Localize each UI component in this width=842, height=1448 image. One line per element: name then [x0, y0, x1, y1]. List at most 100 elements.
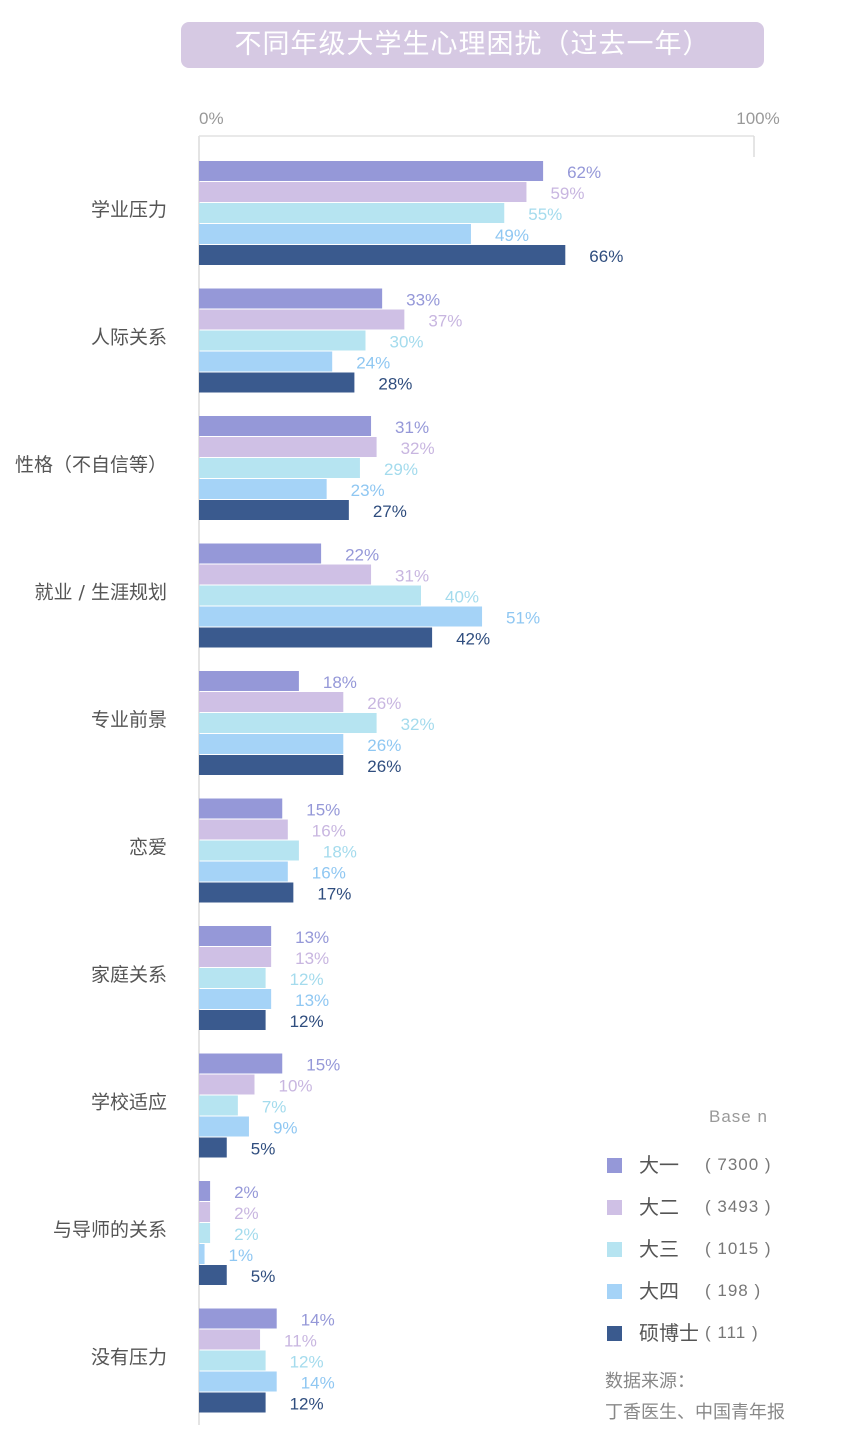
legend-swatch	[607, 1284, 622, 1299]
bar	[199, 309, 405, 330]
data-label: 13%	[295, 928, 329, 947]
bar	[199, 1392, 266, 1413]
bar	[199, 1244, 205, 1264]
bar	[199, 585, 421, 606]
source-label: 数据来源：	[605, 1371, 695, 1392]
data-label: 49%	[495, 226, 529, 245]
data-label: 7%	[262, 1098, 287, 1117]
legend-item-5: 硕博士 ( 111 )	[605, 1319, 835, 1347]
category-label: 就业 / 生涯规划	[35, 582, 167, 604]
data-label: 59%	[550, 184, 584, 203]
bar	[199, 1350, 266, 1371]
legend-label: 大三	[639, 1237, 679, 1261]
bar	[199, 1329, 261, 1350]
data-label: 29%	[384, 460, 418, 479]
legend-count: ( 198 )	[705, 1281, 762, 1300]
data-label: 13%	[295, 991, 329, 1010]
data-label: 17%	[317, 885, 351, 904]
bar	[199, 1116, 249, 1137]
bar	[199, 224, 471, 244]
bar	[199, 1371, 277, 1392]
data-label: 66%	[589, 247, 623, 266]
bar	[199, 882, 294, 903]
data-label: 16%	[312, 822, 346, 841]
source-note: 数据来源： 丁香医生、中国青年报	[605, 1366, 785, 1428]
legend-swatch	[607, 1242, 622, 1257]
data-label: 9%	[273, 1119, 298, 1138]
category-label: 学校适应	[91, 1092, 167, 1114]
bar	[199, 1137, 227, 1158]
bar	[199, 713, 377, 733]
bar	[199, 1223, 211, 1243]
bar	[199, 1010, 266, 1030]
legend-count: ( 7300 )	[705, 1155, 772, 1174]
bar	[199, 840, 299, 861]
legend-header: Base n	[709, 1107, 768, 1126]
bar	[199, 606, 483, 627]
data-label: 15%	[306, 1056, 340, 1075]
legend-label: 大一	[639, 1153, 679, 1177]
category-label: 人际关系	[91, 327, 167, 349]
data-label: 16%	[312, 864, 346, 883]
bar	[199, 500, 349, 520]
data-label: 51%	[506, 609, 540, 628]
data-label: 32%	[401, 715, 435, 734]
category-label: 专业前景	[91, 709, 167, 731]
data-label: 18%	[323, 673, 357, 692]
data-label: 1%	[229, 1246, 254, 1265]
source-text: 丁香医生、中国青年报	[605, 1402, 785, 1423]
data-label: 62%	[567, 163, 601, 182]
bar	[199, 245, 566, 265]
data-label: 2%	[234, 1225, 259, 1244]
x-tick-label: 0%	[199, 109, 224, 128]
legend-count: ( 111 )	[705, 1323, 759, 1342]
data-label: 10%	[279, 1077, 313, 1096]
data-label: 32%	[401, 439, 435, 458]
data-label: 55%	[528, 205, 562, 224]
legend-label: 硕博士	[639, 1321, 699, 1345]
bar	[199, 861, 288, 882]
bar	[199, 458, 360, 478]
data-label: 31%	[395, 418, 429, 437]
category-label: 恋爱	[129, 837, 167, 859]
category-label: 与导师的关系	[53, 1219, 167, 1241]
bar	[199, 926, 272, 946]
data-label: 42%	[456, 630, 490, 649]
data-label: 28%	[378, 375, 412, 394]
x-tick-label: 100%	[736, 109, 779, 128]
legend-swatch	[607, 1158, 622, 1173]
data-label: 31%	[395, 567, 429, 586]
bar	[199, 627, 433, 648]
bar	[199, 288, 383, 309]
data-label: 5%	[251, 1140, 276, 1159]
legend-label: 大二	[639, 1195, 679, 1219]
data-label: 24%	[356, 354, 390, 373]
bar	[199, 1202, 211, 1222]
category-label: 性格（不自信等）	[15, 454, 167, 476]
legend-label: 大四	[639, 1279, 679, 1303]
bar	[199, 989, 272, 1009]
bar	[199, 1308, 277, 1329]
data-label: 40%	[445, 588, 479, 607]
data-label: 23%	[351, 481, 385, 500]
category-label: 家庭关系	[91, 964, 167, 986]
bar	[199, 798, 283, 819]
data-label: 12%	[290, 970, 324, 989]
chart-title: 不同年级大学生心理困扰（过去一年）	[181, 22, 764, 68]
data-label: 11%	[284, 1332, 317, 1351]
legend-item-4: 大四 ( 198 )	[605, 1277, 835, 1305]
bar	[199, 372, 355, 393]
bar	[199, 968, 266, 988]
bar	[199, 161, 544, 181]
data-label: 15%	[306, 801, 340, 820]
bar	[199, 1265, 227, 1285]
bar	[199, 437, 377, 457]
bar	[199, 734, 344, 754]
data-label: 14%	[301, 1311, 335, 1330]
bar	[199, 1074, 255, 1095]
bar	[199, 692, 344, 712]
bar	[199, 182, 527, 202]
bar	[199, 564, 372, 585]
data-label: 22%	[345, 546, 379, 565]
